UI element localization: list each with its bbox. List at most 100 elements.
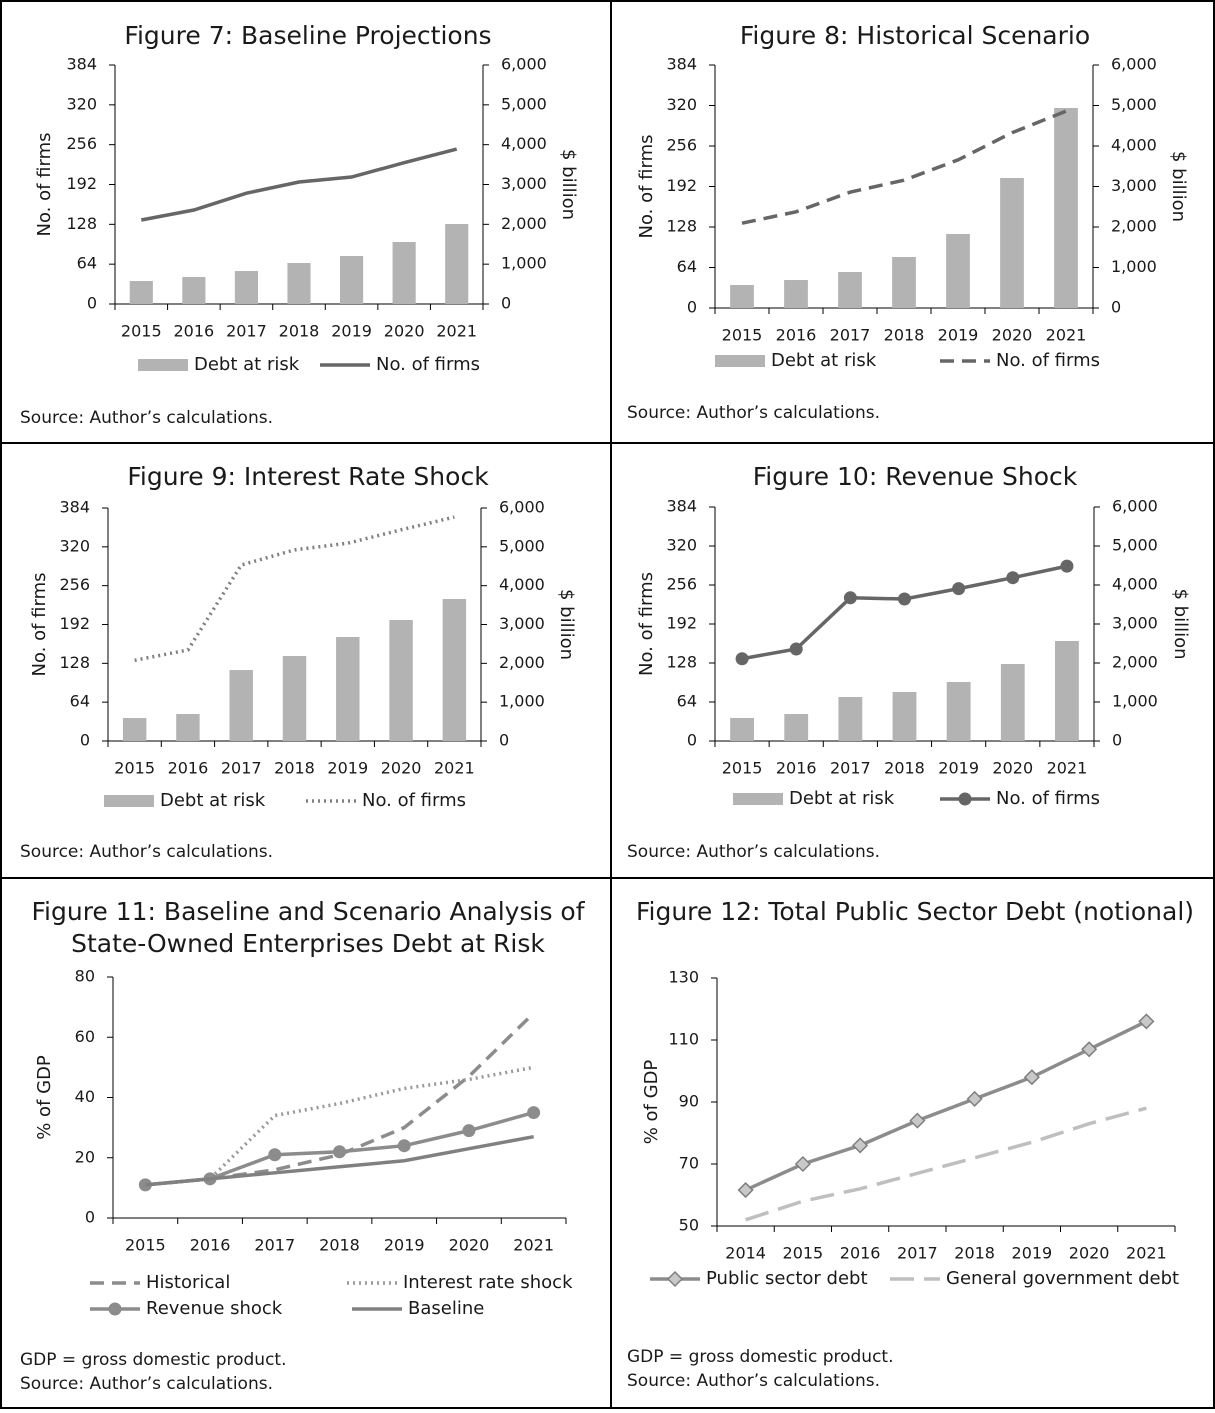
y2-tick-label: 0 [499,731,509,750]
legend-marker [108,1302,122,1316]
y2-tick-label: 5,000 [499,536,545,555]
legend-label: Revenue shock [146,1298,283,1319]
bar [1000,664,1025,741]
legend-label: No. of firms [362,790,466,811]
bar [1055,641,1079,741]
y-tick-label: 192 [59,614,90,633]
y2-tick-label: 6,000 [1112,497,1158,516]
y-tick-label: 320 [59,536,90,555]
x-tick-label: 2019 [938,759,979,778]
x-tick-label: 2016 [168,759,209,778]
legend-label: Debt at risk [789,788,895,809]
x-tick-label: 2015 [114,759,155,778]
legend-label: Debt at risk [160,790,266,811]
bar [445,224,469,304]
chart-title: Figure 8: Historical Scenario [740,21,1090,50]
marker [1060,559,1074,573]
line [745,1106,1147,1222]
y-tick-label: 192 [666,176,697,195]
x-tick-label: 2020 [384,322,425,341]
legend-swatch [138,359,188,371]
bar [946,681,971,741]
y-axis-label: No. of firms [636,134,657,238]
bar [1000,177,1024,308]
y-tick-label: 256 [666,575,697,594]
legend-label: General government debt [946,1268,1179,1289]
marker [462,1124,476,1138]
marker [397,1139,411,1153]
x-tick-label: 2015 [722,326,763,345]
y2-tick-label: 4,000 [1111,136,1157,155]
y-tick-label: 64 [677,257,697,276]
y2-tick-label: 1,000 [1111,257,1157,276]
y-tick-label: 128 [666,653,697,672]
bar [892,692,917,741]
y2-axis-label: $ billion [1168,151,1189,222]
y-tick-label: 256 [66,134,97,153]
chart-title: Figure 7: Baseline Projections [124,21,491,50]
y-tick-label: 320 [666,536,697,555]
marker [794,1155,811,1173]
y-tick-label: 0 [85,1208,95,1227]
legend-label: No. of firms [996,350,1100,371]
note: Source: Author’s calculations. [20,1374,273,1394]
chart-title: State-Owned Enterprises Debt at Risk [71,929,545,958]
note: Source: Author’s calculations. [20,408,273,428]
y2-tick-label: 0 [1112,731,1122,750]
line [134,515,455,663]
y-axis-label: No. of firms [34,132,55,236]
marker [1081,1041,1098,1058]
y-axis-label: No. of firms [29,572,50,676]
bar [1054,108,1078,308]
marker [735,652,749,666]
y-tick-label: 0 [87,294,97,313]
y-tick-label: 0 [687,298,697,317]
bar [730,717,754,741]
marker [737,1181,754,1199]
y-axis-label: % of GDP [641,1060,662,1145]
legend-swatch [104,795,154,807]
marker [952,582,966,596]
legend-label: Debt at risk [771,350,877,371]
x-tick-label: 2020 [992,759,1033,778]
y-tick-label: 60 [75,1027,95,1046]
x-tick-label: 2021 [436,322,477,341]
marker [898,592,911,606]
x-tick-label: 2019 [1012,1244,1053,1263]
y2-tick-label: 1,000 [501,254,547,273]
y-tick-label: 192 [666,614,697,633]
marker [852,1137,869,1154]
y-tick-label: 40 [75,1087,95,1106]
x-tick-label: 2015 [783,1244,824,1263]
y-tick-label: 128 [666,217,697,236]
legend-marker [958,792,972,806]
bar [229,670,253,741]
x-tick-label: 2021 [513,1236,554,1255]
y-tick-label: 80 [75,967,95,986]
legend-label: Interest rate shock [403,1272,573,1293]
y2-tick-label: 1,000 [1112,692,1158,711]
bar [234,271,258,304]
y2-tick-label: 4,000 [501,134,547,153]
y-tick-label: 64 [77,254,97,273]
marker [268,1148,282,1162]
bar [442,598,467,741]
bar [336,637,360,741]
note: Source: Author’s calculations. [20,842,273,862]
y2-tick-label: 3,000 [1111,176,1157,195]
y-tick-label: 0 [80,731,90,750]
y2-tick-label: 4,000 [499,575,545,594]
x-tick-label: 2021 [1047,759,1088,778]
x-tick-label: 2020 [992,326,1033,345]
bar [838,271,862,308]
y-axis-label: No. of firms [636,572,657,676]
x-tick-label: 2020 [449,1236,490,1255]
legend-marker [666,1270,684,1288]
bar [838,697,863,741]
y-tick-label: 384 [59,498,90,517]
y2-tick-label: 5,000 [501,94,547,113]
bar [730,284,754,308]
x-tick-label: 2018 [884,759,925,778]
x-tick-label: 2016 [190,1236,231,1255]
y-tick-label: 64 [677,692,697,711]
